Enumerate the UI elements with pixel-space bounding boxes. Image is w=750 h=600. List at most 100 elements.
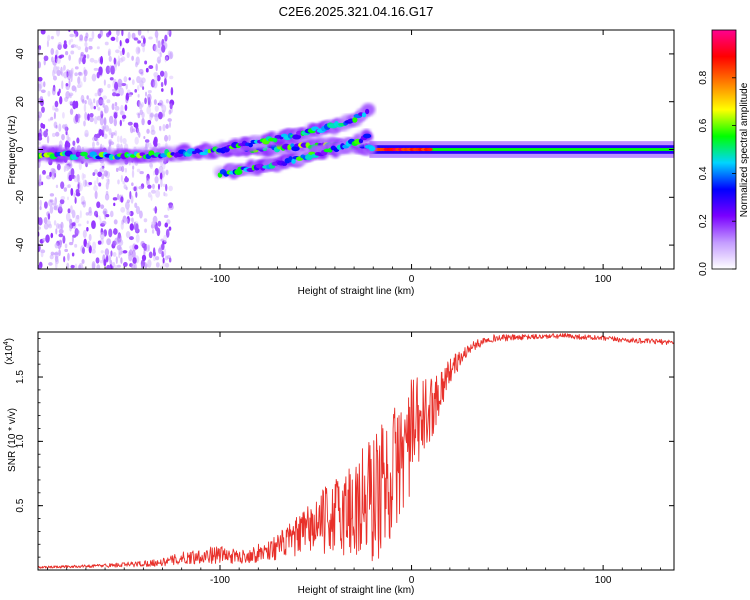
- spectrogram-noise-cell: [125, 201, 130, 210]
- spectrogram-noise-cell: [120, 221, 124, 230]
- spectrogram-noise-cell: [155, 262, 160, 268]
- spectrogram-noise-cell: [115, 49, 120, 54]
- spectrogram-noise-cell: [116, 193, 120, 201]
- spectrogram-noise-cell: [55, 258, 59, 265]
- spectrogram-noise-cell: [59, 96, 63, 105]
- spectrogram-noise-cell: [88, 206, 92, 214]
- spectrogram-noise-cell: [128, 93, 132, 98]
- spectrogram-noise-cell: [140, 35, 145, 39]
- spectrogram-noise-cell: [125, 92, 130, 101]
- spectrogram-noise-cell: [51, 86, 56, 96]
- spectrogram-noise-cell: [153, 99, 157, 105]
- spectrogram-noise-cell: [153, 71, 159, 78]
- spectrogram-noise-cell: [108, 115, 114, 125]
- spectrogram-noise-cell: [66, 133, 70, 142]
- colorbar: 0.0 0.2 0.4 0.6 0.8 Normalized spectral ampl…: [698, 29, 750, 276]
- spectrogram-noise-cell: [168, 226, 172, 231]
- spectrogram-noise-cell: [100, 162, 106, 167]
- spectrogram-noise-cell: [98, 99, 104, 105]
- spectrogram-noise-cell: [98, 129, 103, 137]
- spectrogram-noise-cell: [59, 198, 65, 205]
- spectrogram-y-tick-label: -20: [15, 190, 26, 205]
- spectrogram-noise-cell: [167, 206, 170, 211]
- spectrogram-noise-cell: [146, 128, 150, 134]
- spectrogram-noise-cell: [131, 182, 134, 187]
- spectrogram-noise-cell: [38, 83, 42, 92]
- spectrogram-noise-cell: [124, 104, 128, 111]
- spectrogram-noise-cell: [38, 61, 42, 69]
- upper-branch-cell: [361, 112, 367, 118]
- spectrogram-noise-cell: [63, 71, 68, 79]
- spectrogram-noise-cell: [150, 112, 154, 118]
- spectrogram-noise-cell: [96, 201, 101, 209]
- snr-multiplier: (x104): [3, 338, 15, 365]
- spectrogram-noise-cell: [56, 66, 60, 70]
- spectrogram-noise-cell: [96, 115, 102, 121]
- spectrogram-noise-cell: [107, 255, 112, 263]
- spectrogram-noise-cell: [101, 220, 107, 226]
- spectrogram-noise-cell: [163, 70, 168, 79]
- spectrogram-noise-cell: [70, 265, 75, 269]
- spectrogram-noise-cell: [127, 89, 131, 94]
- spectrogram-noise-cell: [49, 171, 52, 177]
- spectrogram-noise-cell: [170, 87, 174, 96]
- spectrogram-noise-cell: [92, 172, 96, 176]
- spectrogram-noise-cell: [137, 85, 140, 91]
- spectrogram-noise-cell: [86, 95, 89, 100]
- spectrogram-noise-cell: [82, 56, 86, 65]
- spectrogram-noise-cell: [138, 100, 141, 108]
- spectrogram-noise-cell: [114, 101, 118, 107]
- spectrogram-noise-cell: [102, 95, 108, 100]
- spectrogram-noise-cell: [86, 227, 89, 232]
- spectrogram-noise-cell: [101, 173, 105, 180]
- spectrogram-noise-cell: [144, 60, 148, 65]
- spectrogram-noise-cell: [81, 247, 85, 255]
- spectrogram-noise-cell: [71, 222, 76, 227]
- spectrogram-noise-cell: [63, 256, 66, 263]
- spectrogram-noise-cell: [169, 103, 173, 110]
- spectrogram-noise-cell: [94, 180, 97, 187]
- colorbar-tick-label: 0.4: [698, 166, 709, 180]
- spectrogram-noise-cell: [128, 253, 133, 262]
- spectrogram-noise-cell: [140, 42, 146, 47]
- spectrogram-noise-cell: [127, 121, 133, 126]
- spectrogram-noise-cell: [147, 30, 150, 34]
- spectrogram-noise-cell: [110, 65, 115, 74]
- spectrogram-noise-cell: [96, 46, 100, 50]
- snr-frame: [37, 331, 675, 571]
- spectrogram-noise-cell: [165, 183, 168, 192]
- spectrogram-noise-cell: [135, 56, 140, 66]
- spectrogram-noise-cell: [132, 165, 135, 170]
- spectrogram-noise-cell: [97, 171, 103, 177]
- colorbar-gradient: [712, 30, 736, 269]
- spectrogram-noise-cell: [137, 113, 141, 119]
- spectrogram-noise-cell: [159, 52, 162, 58]
- spectrogram-noise-cell: [163, 234, 168, 243]
- spectrogram-noise-cell: [167, 118, 172, 122]
- spectrogram-noise-cell: [47, 90, 51, 97]
- spectrogram-noise-cell: [87, 113, 90, 121]
- spectrogram-noise-cell: [165, 228, 170, 238]
- spectrogram-y-tick-label: 40: [15, 48, 26, 60]
- spectrogram-noise-cell: [115, 93, 121, 97]
- spectrogram-noise-cell: [69, 108, 74, 115]
- spectrogram-noise-cell: [117, 233, 122, 243]
- spectrogram-noise-cell: [77, 76, 81, 85]
- spectrogram-noise-cell: [53, 219, 57, 226]
- spectrogram-noise-cell: [74, 197, 77, 204]
- spectrogram-noise-cell: [84, 179, 87, 187]
- spectrogram-noise-cell: [105, 255, 109, 263]
- spectrogram-noise-cell: [148, 251, 153, 259]
- spectrogram-noise-cell: [48, 262, 53, 266]
- spectrogram-noise-cell: [104, 210, 107, 220]
- spectrogram-noise-cell: [120, 56, 126, 62]
- spectrogram-noise-cell: [164, 193, 168, 197]
- spectrogram-noise-cell: [157, 220, 162, 227]
- spectrogram-noise-cell: [120, 257, 123, 264]
- spectrogram-noise-cell: [135, 223, 139, 233]
- spectrogram-noise-cell: [122, 180, 126, 185]
- spectrogram-noise-cell: [54, 100, 59, 108]
- spectrogram-noise-cell: [78, 263, 84, 269]
- spectrogram-noise-cell: [129, 190, 132, 200]
- spectrogram-noise-cell: [47, 118, 51, 122]
